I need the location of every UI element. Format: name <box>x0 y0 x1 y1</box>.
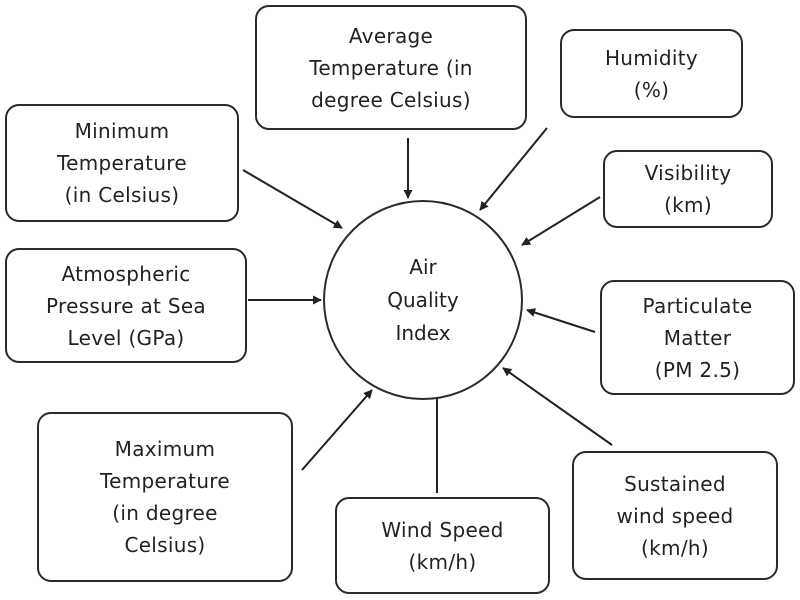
arrow-humidity <box>479 127 548 211</box>
box-line: Level (GPa) <box>67 325 185 350</box>
box-line: Minimum <box>74 119 170 143</box>
air-quality-index-node: Air Quality Index <box>323 200 523 400</box>
visibility-box: Visibility (km) <box>603 150 773 228</box>
box-line: Particulate <box>642 293 753 318</box>
box-line: Pressure at Sea <box>46 293 206 318</box>
wind-speed-box: Wind Speed (km/h) <box>335 497 550 594</box>
hub-line: Air <box>409 254 437 279</box>
arrow-maximum-temperature <box>301 389 373 471</box>
hub-line: Quality <box>387 287 459 312</box>
box-line: Humidity <box>604 45 699 70</box>
box-line: degree Celsius) <box>311 87 471 112</box>
arrow-sustained-wind-speed <box>502 367 613 446</box>
sustained-wind-speed-box: Sustained wind speed (km/h) <box>572 451 778 580</box>
box-line: Maximum <box>114 437 216 461</box>
box-line: Celsius) <box>124 533 206 557</box>
box-line: (in Celsius) <box>64 183 180 207</box>
box-line: (km/h) <box>408 549 477 574</box>
box-line: (km) <box>664 193 712 217</box>
minimum-temperature-box: Minimum Temperature (in Celsius) <box>5 104 239 222</box>
box-line: Temperature <box>57 151 187 175</box>
maximum-temperature-box: Maximum Temperature (in degree Celsius) <box>37 412 293 582</box>
box-line: Temperature (in <box>309 55 473 80</box>
box-line: Atmospheric <box>61 261 191 286</box>
box-line: (in degree <box>112 501 218 525</box>
box-line: wind speed <box>616 503 734 528</box>
box-line: Visibility <box>644 161 732 185</box>
atmospheric-pressure-box: Atmospheric Pressure at Sea Level (GPa) <box>5 248 247 363</box>
humidity-box: Humidity (%) <box>560 29 743 118</box>
particulate-matter-box: Particulate Matter (PM 2.5) <box>600 280 795 395</box>
box-line: Matter <box>663 325 732 350</box>
box-line: Sustained <box>624 471 726 496</box>
arrow-particulate-matter <box>526 308 596 333</box>
arrow-minimum-temperature <box>242 169 343 229</box>
box-line: Wind Speed <box>381 517 504 542</box>
box-line: (PM 2.5) <box>654 357 741 382</box>
box-line: Temperature <box>100 469 230 493</box>
box-line: (km/h) <box>641 535 709 560</box>
arrow-visibility <box>521 196 601 246</box>
average-temperature-box: Average Temperature (in degree Celsius) <box>255 5 527 130</box>
box-line: Average <box>348 23 434 48</box>
box-line: (%) <box>633 77 670 102</box>
hub-line: Index <box>395 320 451 345</box>
